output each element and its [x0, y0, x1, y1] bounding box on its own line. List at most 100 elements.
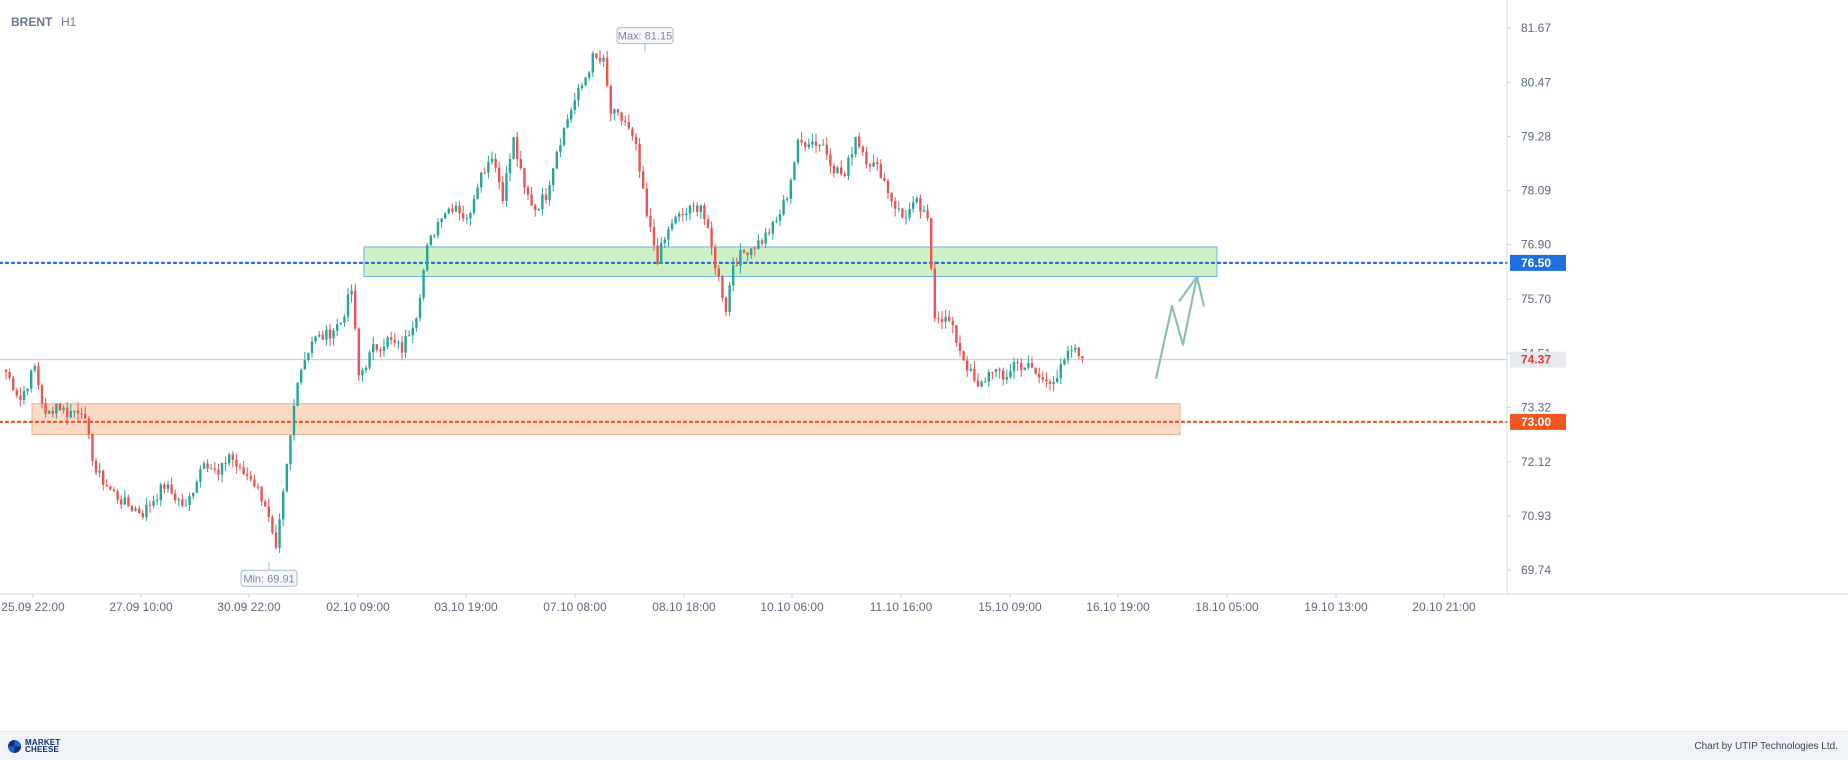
candle [642, 165, 645, 190]
candle-body [930, 218, 933, 269]
candle-body [778, 214, 782, 221]
candle [591, 51, 594, 78]
candle-body [1020, 363, 1023, 370]
candle [508, 153, 512, 182]
candle [33, 363, 36, 373]
candle-body [642, 171, 645, 189]
candle [231, 451, 234, 468]
candle-body [195, 481, 198, 493]
candle-body [606, 57, 609, 86]
candle [746, 252, 749, 262]
candle-body [602, 57, 605, 62]
candle [465, 214, 468, 224]
price-line-tag-label: 73.00 [1521, 415, 1551, 429]
candle-body [627, 122, 630, 129]
candle [915, 196, 918, 205]
candle [84, 406, 87, 419]
candle [408, 330, 411, 337]
candle-body [832, 165, 836, 174]
candle [984, 377, 987, 383]
candle [364, 364, 368, 374]
chart-svg[interactable]: Max: 81.15 Min: 69.91 81.67 80.47 79.28 78.0… [0, 0, 1848, 731]
candle [498, 161, 501, 190]
candle-body [314, 336, 317, 342]
price-tick-label: 70.93 [1521, 509, 1551, 523]
candle [818, 143, 821, 152]
candle-body [696, 205, 699, 212]
candle-body [206, 463, 209, 469]
candle-body [393, 339, 396, 343]
candle-body [188, 496, 191, 505]
candle-body [926, 210, 929, 219]
candle [706, 215, 710, 229]
candle-body [127, 497, 130, 507]
candle [786, 196, 789, 203]
candle [717, 264, 720, 282]
candle [638, 137, 641, 178]
candle-body [1023, 367, 1026, 370]
candle-body [904, 217, 908, 219]
candle [1030, 357, 1034, 369]
axes-layer: 81.6780.4779.2878.0976.9075.7074.5173.32… [0, 0, 1848, 614]
candle-body [649, 215, 652, 227]
candle [692, 201, 695, 213]
candle-body [123, 497, 126, 505]
candle-body [1081, 356, 1084, 359]
candle [339, 322, 342, 326]
candle-body [706, 219, 710, 228]
candle-body [728, 285, 731, 313]
candle-body [440, 218, 443, 223]
candle [382, 338, 386, 357]
candle-body [346, 294, 350, 317]
candle [559, 138, 562, 158]
candle [235, 454, 238, 474]
price-tick-label: 69.74 [1521, 563, 1551, 577]
candle-body [714, 247, 717, 269]
support-zone [31, 403, 1181, 436]
candle-body [753, 248, 756, 250]
price-tick-label: 81.67 [1521, 21, 1551, 35]
candle [987, 369, 990, 388]
candle [152, 495, 155, 509]
candle [127, 494, 130, 507]
candle-body [886, 180, 890, 194]
candle [307, 352, 310, 362]
candle-body [692, 205, 695, 207]
candle [501, 176, 504, 205]
candle-body [584, 77, 587, 86]
candle [552, 167, 555, 192]
candle-body [1016, 362, 1019, 364]
candle [973, 360, 976, 383]
candle-body [652, 226, 656, 246]
candle [8, 369, 11, 380]
candle [98, 462, 101, 478]
market-cheese-logo[interactable]: MARKET CHEESE [8, 738, 61, 754]
candle-body [210, 468, 213, 470]
candle-body [22, 391, 26, 400]
candle-body [192, 492, 195, 497]
candle [181, 493, 184, 508]
candle-body [782, 199, 785, 215]
candle-body [361, 370, 364, 376]
candle-body [141, 513, 144, 518]
candle-body [501, 182, 504, 201]
candle [778, 209, 782, 227]
candle [289, 435, 292, 471]
candle-body [480, 172, 483, 188]
price-tick-label: 72.12 [1521, 455, 1551, 469]
current-price-tag [1510, 351, 1566, 368]
candle [213, 462, 216, 474]
candle [940, 311, 944, 330]
candle-body [739, 250, 742, 266]
candle [750, 248, 753, 260]
candle-body [1038, 373, 1041, 378]
candle-body [130, 506, 134, 511]
candle [76, 402, 80, 421]
candle-body [717, 268, 720, 277]
logo-line-1: MARKET [25, 738, 61, 747]
candle-body [843, 174, 846, 176]
candle-body [177, 499, 180, 501]
candle-body [562, 127, 566, 146]
candle-body [998, 369, 1001, 371]
candle-body [822, 144, 825, 146]
